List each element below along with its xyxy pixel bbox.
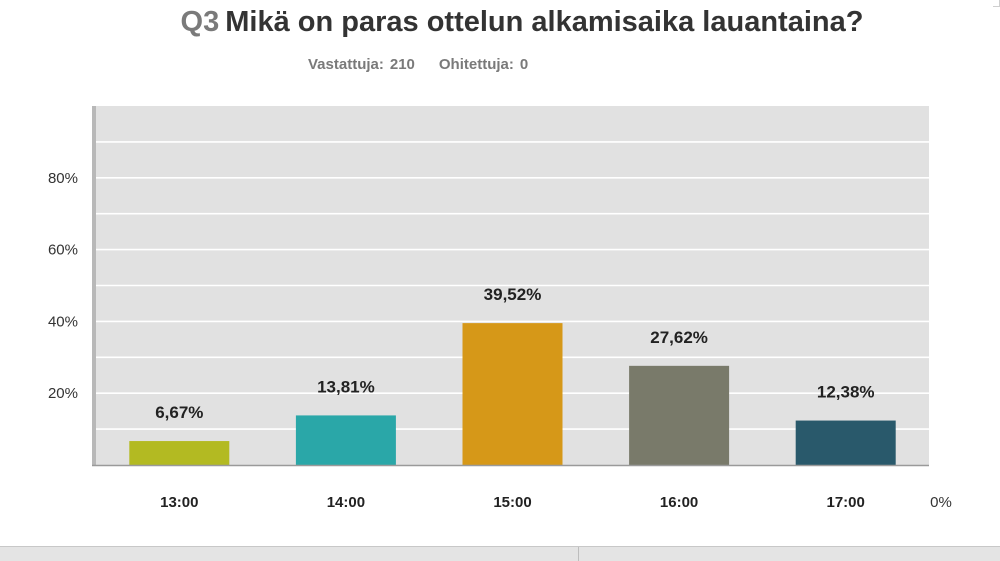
zero-axis-label: 0% [930, 494, 952, 511]
y-tick-label: 20% [48, 385, 78, 402]
answered-label: Vastattuja: [308, 56, 384, 73]
y-tick-label: 80% [48, 170, 78, 187]
x-category-label: 17:00 [827, 494, 865, 511]
toolbar-divider [578, 547, 579, 561]
response-stats: Vastattuja: 210 Ohitettuja: 0 [308, 56, 528, 73]
bar-1300 [129, 441, 230, 465]
bar-1500 [462, 323, 563, 465]
bar-chart: 20% 40% 60% 80% 6,67% 13:00 13,81% 14:00 39,52% 1… [48, 106, 952, 511]
x-category-label: 15:00 [493, 494, 531, 511]
bar-value-label: 13,81% [317, 377, 375, 396]
answered-count: 210 [389, 56, 415, 73]
bar-value-label: 27,62% [650, 328, 708, 347]
bar-value-label: 12,38% [817, 383, 875, 402]
y-tick-label: 60% [48, 242, 78, 259]
x-category-label: 14:00 [327, 494, 365, 511]
y-tick-label: 40% [48, 313, 78, 330]
bar-value-label: 6,67% [155, 403, 203, 422]
question-number: Q3 [180, 6, 220, 38]
x-category-label: 13:00 [160, 494, 198, 511]
skipped-count: 0 [519, 56, 529, 73]
page-title: Q3 Mikä on paras ottelun alkamisaika laua… [0, 6, 1000, 39]
bar-value-label: 39,52% [484, 285, 542, 304]
plot-left-edge [92, 106, 96, 465]
bar-1700 [795, 420, 896, 465]
question-text: Mikä on paras ottelun alkamisaika lauant… [225, 6, 864, 38]
skipped-label: Ohitettuja: [438, 56, 514, 73]
bar-1600 [629, 365, 730, 465]
x-category-label: 16:00 [660, 494, 698, 511]
bar-1400 [295, 415, 396, 465]
bottom-toolbar [0, 546, 1000, 561]
